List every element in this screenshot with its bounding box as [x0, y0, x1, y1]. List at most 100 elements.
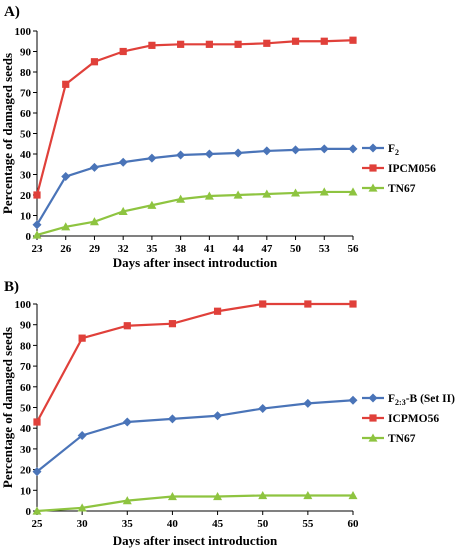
y-tick-label: 70	[20, 88, 32, 100]
data-point-diamond	[122, 417, 132, 427]
data-point-diamond	[77, 430, 87, 440]
data-point-square	[349, 36, 357, 44]
data-point-triangle	[77, 503, 87, 512]
panel-label: A)	[4, 4, 20, 20]
legend-label-name: TN67	[388, 433, 416, 445]
data-point-triangle	[118, 206, 128, 215]
legend-swatch-marker	[369, 414, 377, 422]
data-point-triangle	[122, 496, 132, 505]
y-tick-label: 0	[26, 506, 32, 518]
data-point-triangle	[348, 490, 358, 500]
series-line	[36, 302, 353, 423]
series-line	[35, 39, 354, 196]
y-axis-title: Percentage of damaged seeds	[0, 327, 15, 488]
data-point-square	[263, 39, 271, 47]
data-point-diamond	[348, 144, 358, 154]
series-tn67	[32, 187, 358, 239]
y-tick-label: 60	[20, 382, 32, 394]
data-point-triangle	[147, 200, 157, 209]
data-point-square	[205, 40, 213, 48]
data-point-triangle	[32, 506, 42, 515]
legend-label-name: F	[388, 393, 395, 405]
legend-label: F2	[388, 143, 399, 157]
y-tick-label: 30	[20, 444, 32, 456]
data-point-square	[177, 40, 185, 48]
data-point-triangle	[176, 194, 186, 203]
x-tick-label: 35	[146, 243, 158, 255]
data-point-diamond	[118, 157, 128, 167]
legend-label-name: F	[388, 143, 395, 155]
data-point-square	[33, 191, 41, 199]
chart-panel-a: A) 0 10 20 30 40 50 60 70 80 90 100 23 26 29 32 35 38 41 44…	[0, 4, 436, 270]
data-point-square	[123, 322, 131, 330]
data-point-triangle	[233, 190, 243, 199]
x-axis-title: Days after insect introduction	[113, 255, 278, 270]
data-point-diamond	[303, 398, 313, 408]
x-tick-label: 29	[89, 243, 101, 255]
y-tick-label: 40	[20, 149, 32, 161]
x-tick-label: 53	[319, 243, 331, 255]
x-tick-label: 23	[32, 243, 44, 255]
legend-label-suffix: -B (Set II)	[406, 393, 455, 405]
data-point-diamond	[258, 404, 268, 414]
data-point-diamond	[32, 467, 42, 477]
x-tick-label: 44	[233, 243, 245, 255]
legend-label: ICPMO56	[388, 413, 439, 425]
chart-panel-b: B) 0 10 20 30 40 50 60 70 80 90 100 25 30 35 40 45 50 55 60…	[0, 279, 455, 548]
legend-label-subscript: 2	[395, 148, 399, 157]
data-point-diamond	[262, 146, 272, 156]
legend-label-name: IPCM056	[388, 163, 436, 175]
y-tick-label: 30	[20, 170, 32, 182]
data-point-square	[168, 320, 177, 328]
legend-swatch-marker	[368, 143, 378, 153]
x-tick-label: 38	[175, 243, 187, 255]
y-tick-label: 60	[20, 108, 32, 120]
legend-swatch-marker	[368, 433, 378, 442]
data-point-diamond	[348, 395, 358, 405]
x-tick-label: 35	[122, 518, 134, 530]
data-point-square	[33, 418, 41, 426]
legend-swatch-marker	[368, 183, 378, 192]
x-tick-label: 45	[212, 518, 224, 530]
data-point-square	[234, 40, 242, 48]
legend-entry: F2	[362, 143, 399, 157]
legend-label: F2:3-B (Set II)	[388, 393, 455, 407]
legend-label-name: ICPMO56	[388, 413, 439, 425]
y-tick-label: 20	[20, 190, 32, 202]
data-point-triangle	[348, 187, 358, 196]
x-tick-label: 47	[261, 243, 273, 255]
legend-label: TN67	[388, 433, 416, 445]
data-point-diamond	[32, 220, 42, 230]
y-tick-label: 50	[20, 129, 32, 141]
x-tick-label: 60	[348, 518, 360, 530]
data-point-triangle	[319, 187, 329, 196]
y-axis-title: Percentage of damaged seeds	[0, 53, 15, 214]
x-tick-label: 41	[204, 243, 215, 255]
data-point-diamond	[176, 150, 186, 160]
series-f2:3	[32, 395, 358, 477]
y-tick-label: 90	[20, 320, 32, 332]
data-point-triangle	[303, 490, 313, 500]
data-point-triangle	[262, 189, 272, 198]
x-tick-label: 40	[167, 518, 179, 530]
data-point-diamond	[291, 145, 301, 155]
x-tick-label: 50	[257, 518, 269, 530]
data-point-triangle	[89, 217, 99, 226]
series-line	[36, 399, 354, 473]
series-tn67	[32, 490, 358, 515]
y-tick-label: 70	[20, 361, 32, 373]
data-point-triangle	[32, 230, 42, 239]
data-point-diamond	[89, 162, 99, 172]
y-tick-label: 90	[20, 47, 32, 59]
legend-entry: IPCM056	[362, 163, 436, 175]
series-f2	[32, 144, 358, 230]
legend-entry: TN67	[362, 433, 416, 445]
y-tick-label: 50	[20, 403, 32, 415]
data-point-square	[291, 37, 300, 45]
x-tick-label: 26	[60, 243, 72, 255]
data-point-square	[148, 41, 156, 49]
data-point-diamond	[61, 172, 71, 182]
data-point-square	[304, 300, 312, 308]
x-axis-title: Days after insect introduction	[113, 533, 278, 548]
